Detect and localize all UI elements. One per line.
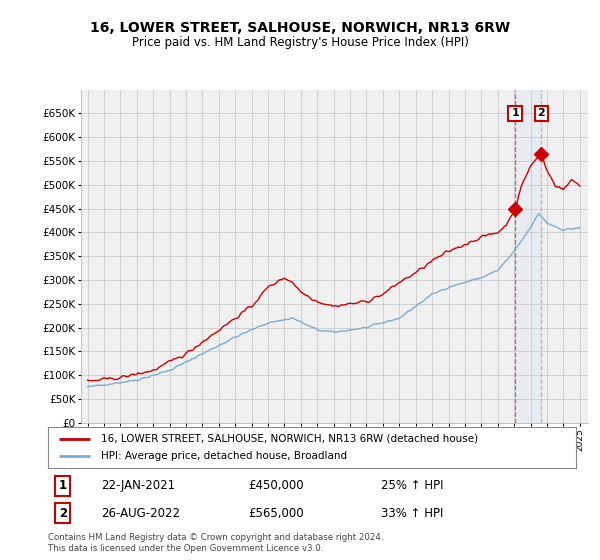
Text: 1: 1 <box>511 109 519 118</box>
Text: 16, LOWER STREET, SALHOUSE, NORWICH, NR13 6RW: 16, LOWER STREET, SALHOUSE, NORWICH, NR1… <box>90 21 510 35</box>
Text: 16, LOWER STREET, SALHOUSE, NORWICH, NR13 6RW (detached house): 16, LOWER STREET, SALHOUSE, NORWICH, NR1… <box>101 433 478 444</box>
Text: 22-JAN-2021: 22-JAN-2021 <box>101 479 175 492</box>
Text: 2: 2 <box>538 109 545 118</box>
Text: 2: 2 <box>59 507 67 520</box>
Text: 1: 1 <box>59 479 67 492</box>
Text: Price paid vs. HM Land Registry's House Price Index (HPI): Price paid vs. HM Land Registry's House … <box>131 36 469 49</box>
Text: 33% ↑ HPI: 33% ↑ HPI <box>380 507 443 520</box>
Text: £450,000: £450,000 <box>248 479 304 492</box>
Text: 25% ↑ HPI: 25% ↑ HPI <box>380 479 443 492</box>
Text: 26-AUG-2022: 26-AUG-2022 <box>101 507 180 520</box>
Text: HPI: Average price, detached house, Broadland: HPI: Average price, detached house, Broa… <box>101 451 347 461</box>
Text: £565,000: £565,000 <box>248 507 304 520</box>
Text: Contains HM Land Registry data © Crown copyright and database right 2024.
This d: Contains HM Land Registry data © Crown c… <box>48 533 383 553</box>
Bar <box>515 90 541 423</box>
